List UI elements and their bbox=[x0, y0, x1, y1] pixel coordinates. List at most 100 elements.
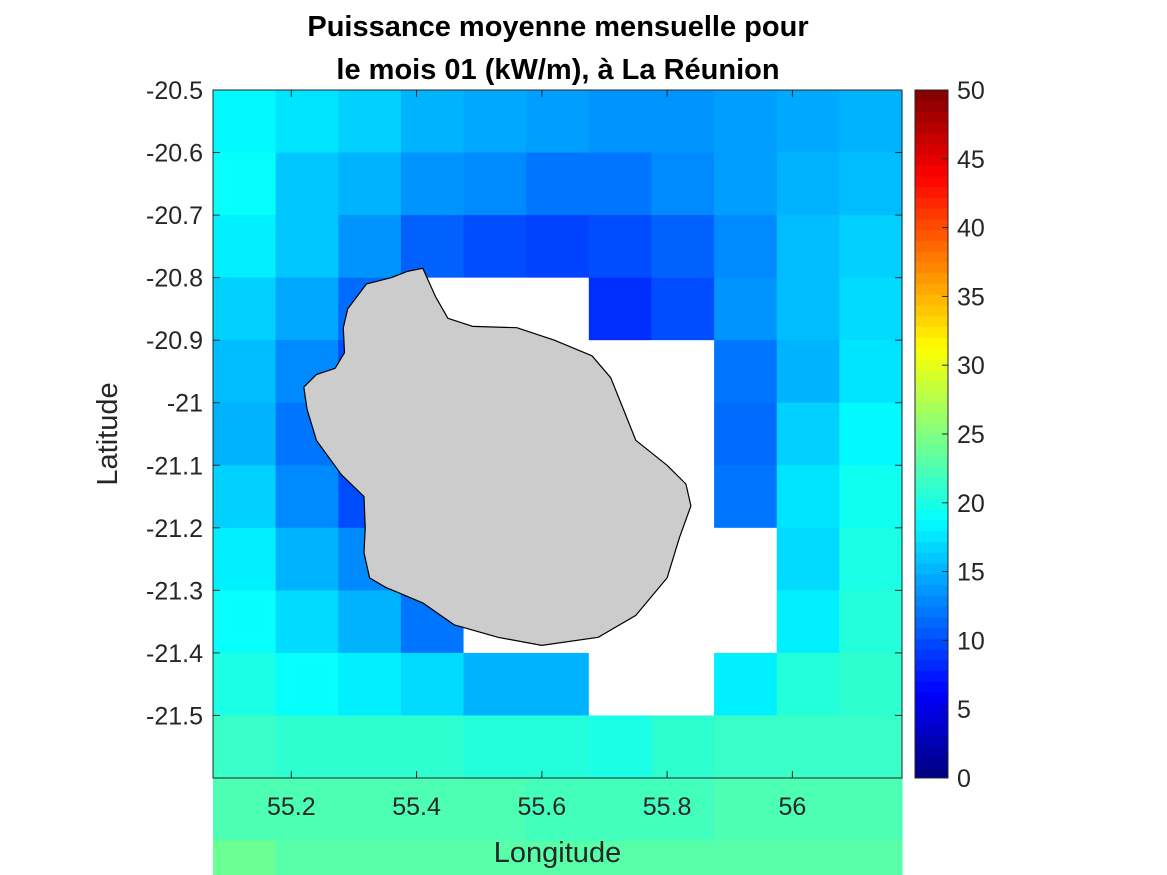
colorbar-segment bbox=[915, 702, 948, 714]
heatmap-cell bbox=[839, 652, 903, 717]
colorbar-segment bbox=[915, 348, 948, 360]
heatmap-cell bbox=[651, 402, 715, 466]
heatmap-cell bbox=[275, 277, 339, 341]
heatmap-cell bbox=[839, 527, 903, 591]
colorbar-segment bbox=[915, 165, 948, 177]
heatmap-cell bbox=[588, 215, 653, 279]
colorbar-segment bbox=[915, 240, 948, 252]
heatmap-cell bbox=[213, 652, 277, 717]
heatmap-cell bbox=[651, 652, 715, 717]
heatmap-cell bbox=[213, 840, 277, 875]
heatmap-cell bbox=[213, 152, 277, 216]
heatmap-cell bbox=[400, 840, 465, 875]
heatmap-cell bbox=[213, 90, 277, 154]
heatmap-cell bbox=[776, 590, 840, 654]
heatmap-cell bbox=[776, 715, 840, 779]
heatmap-cell bbox=[714, 90, 778, 154]
colorbar-segment bbox=[915, 541, 948, 553]
colorbar-segment bbox=[915, 552, 948, 564]
heatmap-cell bbox=[275, 778, 339, 842]
colorbar-segment bbox=[915, 573, 948, 585]
colorbar-segment bbox=[915, 638, 948, 650]
x-axis-label: Longitude bbox=[494, 837, 621, 869]
heatmap-cell bbox=[714, 277, 778, 341]
heatmap-cell bbox=[651, 840, 715, 875]
heatmap-cell bbox=[275, 840, 339, 875]
y-tick-label: -20.5 bbox=[146, 77, 203, 105]
heatmap-cell bbox=[714, 527, 778, 591]
heatmap-cell bbox=[839, 277, 903, 341]
heatmap-cell bbox=[275, 715, 339, 779]
colorbar-segment bbox=[915, 358, 948, 370]
heatmap-cell bbox=[526, 652, 590, 717]
colorbar-segment bbox=[915, 745, 948, 757]
heatmap-cell bbox=[213, 465, 277, 529]
colorbar-segment bbox=[915, 401, 948, 413]
heatmap-cell bbox=[776, 527, 840, 591]
colorbar-segment bbox=[915, 530, 948, 542]
chart-title-line-2: le mois 01 (kW/m), à La Réunion bbox=[336, 54, 779, 86]
heatmap-cell bbox=[400, 90, 465, 154]
heatmap-cell bbox=[651, 340, 715, 404]
heatmap-cell bbox=[526, 90, 590, 154]
heatmap-cell bbox=[463, 90, 527, 154]
colorbar-segment bbox=[915, 627, 948, 639]
heatmap-cell bbox=[526, 215, 590, 279]
heatmap-cell bbox=[338, 590, 402, 654]
colorbar-segment bbox=[915, 272, 948, 284]
y-tick-label: -21.1 bbox=[146, 452, 203, 480]
heatmap-cell bbox=[463, 152, 527, 216]
plot-area-frame bbox=[212, 89, 903, 779]
colorbar-segment bbox=[915, 315, 948, 327]
heatmap-cell bbox=[839, 215, 903, 279]
heatmap-cell bbox=[588, 652, 653, 717]
colorbar-segment bbox=[915, 487, 948, 499]
colorbar-segment bbox=[915, 756, 948, 768]
heatmap-cell bbox=[651, 778, 715, 842]
heatmap-cell bbox=[526, 840, 590, 875]
heatmap-cell bbox=[588, 277, 653, 341]
colorbar-segment bbox=[915, 380, 948, 392]
heatmap-cell bbox=[275, 152, 339, 216]
chart-title-line-1: Puissance moyenne mensuelle pour bbox=[307, 11, 808, 43]
heatmap-cell bbox=[588, 90, 653, 154]
heatmap-cell bbox=[526, 778, 590, 842]
y-tick-label: -21.3 bbox=[146, 577, 203, 605]
colorbar-segment bbox=[915, 186, 948, 198]
heatmap-cell bbox=[338, 840, 402, 875]
y-axis-ticks: -20.5 -20.6 -20.7 -20.8 -20.9 -21 -21.1 -21.2 -2… bbox=[146, 77, 902, 730]
colorbar-segment bbox=[915, 90, 948, 102]
colorbar-segment bbox=[915, 208, 948, 220]
heatmap-cell bbox=[213, 340, 277, 404]
colorbar-segment bbox=[915, 262, 948, 274]
colorbar-segment bbox=[915, 606, 948, 618]
colorbar-segment bbox=[915, 659, 948, 671]
heatmap-cell bbox=[275, 527, 339, 591]
x-tick-label: 55.4 bbox=[392, 793, 441, 821]
colorbar-tick-label: 40 bbox=[957, 215, 985, 243]
colorbar-segment bbox=[915, 735, 948, 747]
heatmap-cell bbox=[213, 527, 277, 591]
heatmap-cell bbox=[651, 590, 715, 654]
heatmap-cell bbox=[776, 340, 840, 404]
heatmap-cell bbox=[400, 715, 465, 779]
colorbar-segment bbox=[915, 563, 948, 575]
heatmap-cell bbox=[338, 152, 402, 216]
colorbar-tick-label: 50 bbox=[957, 77, 985, 105]
heatmap-cell bbox=[714, 152, 778, 216]
heatmap-cell bbox=[275, 590, 339, 654]
heatmap-cell bbox=[714, 402, 778, 466]
y-tick-label: -21 bbox=[167, 390, 203, 418]
heatmap-cell bbox=[651, 715, 715, 779]
y-tick-label: -20.9 bbox=[146, 327, 203, 355]
colorbar-segment bbox=[915, 294, 948, 306]
heatmap-cell bbox=[338, 652, 402, 717]
colorbar-segment bbox=[915, 649, 948, 661]
y-tick-label: -21.5 bbox=[146, 702, 203, 730]
colorbar-segment bbox=[915, 229, 948, 241]
colorbar-tick-label: 20 bbox=[957, 490, 985, 518]
y-tick-label: -20.7 bbox=[146, 202, 203, 230]
heatmap-cell bbox=[275, 90, 339, 154]
heatmap-cell bbox=[213, 715, 277, 779]
heatmap-cell bbox=[463, 840, 527, 875]
